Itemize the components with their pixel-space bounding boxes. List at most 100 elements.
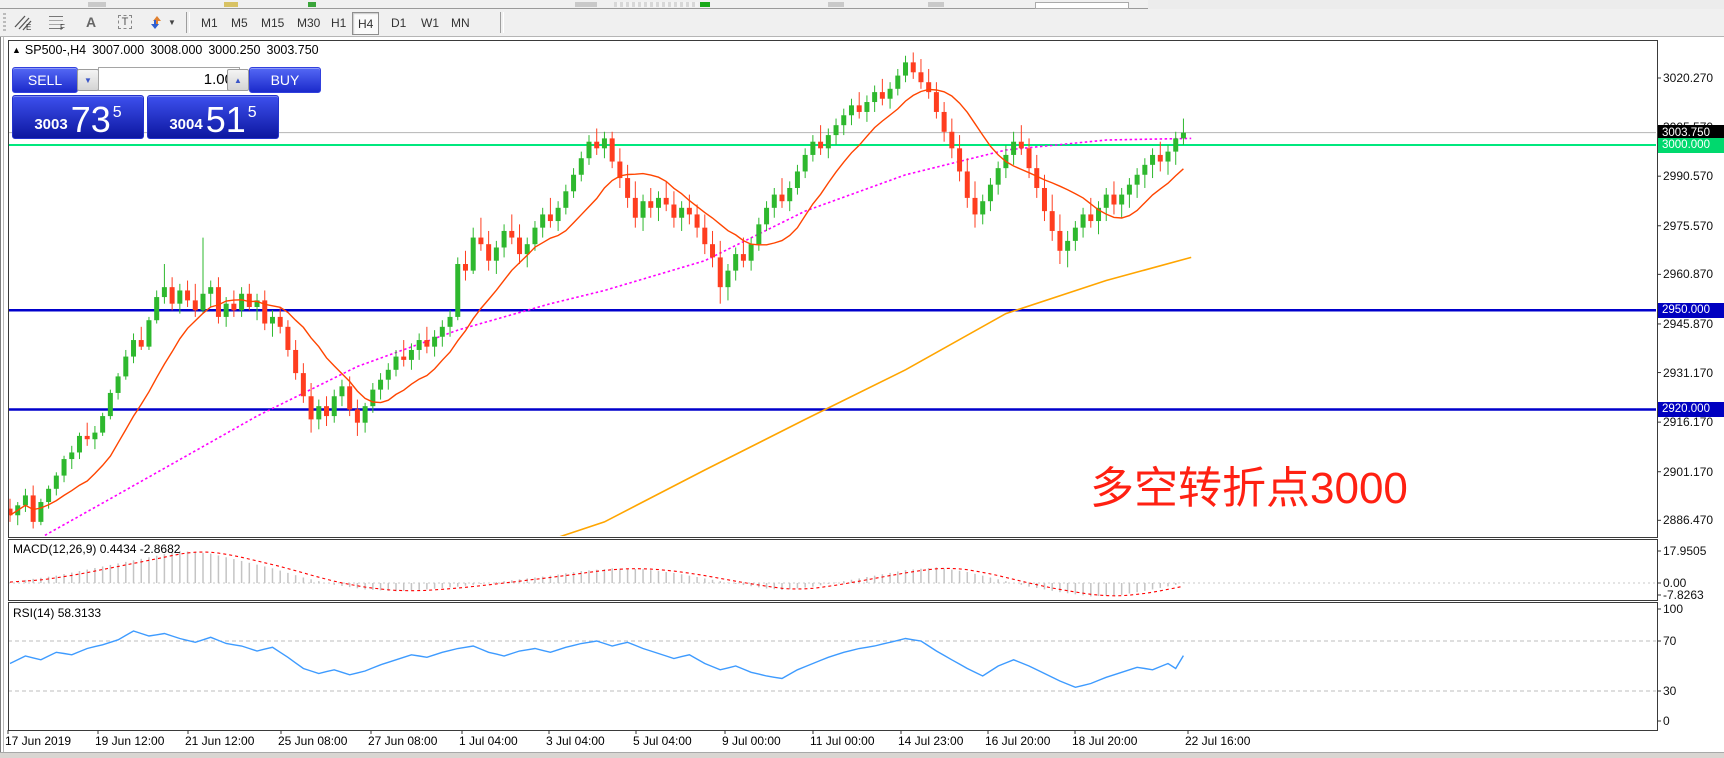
- equidistant-channel-icon[interactable]: E: [10, 11, 36, 33]
- line-studies-toolbar: E F A T ▼ M1 M5 M15 M30 H1 H4 D1 W1 MN: [0, 9, 1724, 37]
- current-price-badge: 3003.750: [1658, 125, 1724, 141]
- main-chart-layer: [9, 52, 1656, 536]
- window-edge: [0, 37, 1, 758]
- toolbar-sliver: [575, 2, 597, 7]
- buy-price-box[interactable]: 3004 51 5: [147, 95, 279, 139]
- toolbar-sliver: [224, 2, 238, 7]
- time-axis-label: 5 Jul 04:00: [633, 734, 692, 748]
- fibonacci-retracement-icon[interactable]: F: [44, 11, 70, 33]
- title-marker-icon: ▲: [12, 45, 21, 55]
- time-axis-label: 21 Jun 12:00: [185, 734, 255, 748]
- time-axis-label: 22 Jul 16:00: [1185, 734, 1251, 748]
- price-tick-label: 2945.870: [1663, 316, 1714, 331]
- time-axis-label: 3 Jul 04:00: [546, 734, 605, 748]
- timeframe-button-m1[interactable]: M1: [201, 15, 218, 30]
- buy-price-prefix: 3004: [169, 116, 203, 133]
- time-axis-label: 17 Jun 2019: [5, 734, 72, 748]
- toolbar-sliver: [828, 2, 844, 7]
- rsi-tick-label: 100: [1663, 602, 1684, 616]
- blue-level-badge: 2950.000: [1658, 302, 1724, 318]
- time-axis-label: 9 Jul 00:00: [722, 734, 781, 748]
- text-tool-icon[interactable]: A: [85, 14, 97, 30]
- time-axis-label: 11 Jul 00:00: [810, 734, 875, 748]
- buy-button[interactable]: BUY: [249, 67, 321, 93]
- time-axis-label: 25 Jun 08:00: [278, 734, 348, 748]
- rsi-tick-label: 70: [1663, 634, 1677, 648]
- timeframe-button-h4[interactable]: H4: [352, 12, 380, 35]
- time-axis-label: 18 Jul 20:00: [1072, 734, 1138, 748]
- volume-down-button[interactable]: ▼: [77, 69, 99, 91]
- price-tick-label: 2931.170: [1663, 365, 1714, 380]
- sell-price-sup: 5: [112, 104, 122, 121]
- rsi-line: [9, 630, 1185, 689]
- ohlc-low: 3000.250: [208, 43, 261, 57]
- rsi-panel: [8, 602, 1658, 731]
- time-axis-label: 27 Jun 08:00: [368, 734, 438, 748]
- toolbar-sliver: [614, 2, 698, 7]
- sell-price-box[interactable]: 3003 73 5: [12, 95, 144, 139]
- price-tick-label: 2901.170: [1663, 464, 1714, 479]
- chart-title: ▲ SP500-,H4 3007.000 3008.000 3000.250 3003.7…: [12, 43, 325, 57]
- rsi-layer: [9, 630, 1656, 692]
- rsi-label: RSI(14) 58.3133: [13, 606, 102, 620]
- volume-up-button[interactable]: ▲: [227, 69, 249, 91]
- svg-text:E: E: [26, 23, 31, 31]
- toolbar-sliver: [308, 2, 316, 7]
- buy-price-big: 51: [205, 99, 246, 141]
- clipped-toolbar-strip: [0, 0, 1148, 9]
- toolbar-grip: [3, 13, 6, 32]
- macd-tick-label: 0.00: [1663, 576, 1687, 590]
- fast-ma-line: [9, 88, 1184, 516]
- symbol-label: SP500-,H4: [24, 43, 87, 57]
- buy-price-sup: 5: [247, 104, 257, 121]
- toolbar-sliver: [1035, 2, 1129, 9]
- long-ma-line: [559, 256, 1192, 536]
- axis-ticks: [7, 77, 1661, 734]
- timeframe-button-m30[interactable]: M30: [297, 15, 321, 30]
- sell-button[interactable]: SELL: [12, 67, 78, 93]
- price-tick-label: 2916.170: [1663, 415, 1714, 430]
- arrows-tool-icon[interactable]: ▼: [146, 11, 180, 33]
- svg-text:F: F: [60, 23, 65, 31]
- timeframe-button-w1[interactable]: W1: [421, 15, 439, 30]
- ohlc-open: 3007.000: [92, 43, 145, 57]
- timeframe-button-m5[interactable]: M5: [231, 15, 248, 30]
- window-edge: [3, 37, 4, 758]
- rsi-tick-label: 0: [1663, 714, 1670, 728]
- price-tick-label: 2960.870: [1663, 267, 1714, 282]
- chart-canvas[interactable]: [0, 37, 1724, 758]
- rsi-tick-label: 30: [1663, 684, 1677, 698]
- price-tick-label: 2990.570: [1663, 169, 1714, 184]
- macd-tick-label: -7.8263: [1663, 588, 1704, 602]
- chart-window: ▲ SP500-,H4 3007.000 3008.000 3000.250 3003.7…: [0, 37, 1724, 758]
- toolbar-sliver: [88, 2, 106, 7]
- price-tick-label: 2975.570: [1663, 218, 1714, 233]
- macd-label: MACD(12,26,9) 0.4434 -2.8682: [13, 542, 181, 556]
- window-bottom-edge: [0, 752, 1724, 758]
- macd-panel: [8, 539, 1658, 601]
- time-axis-label: 19 Jun 12:00: [95, 734, 165, 748]
- blue-level-badge: 2920.000: [1658, 401, 1724, 417]
- toolbar-separator: [186, 12, 190, 33]
- ohlc-close: 3003.750: [266, 43, 319, 57]
- time-axis-label: 1 Jul 04:00: [459, 734, 518, 748]
- green-level-badge: 3000.000: [1658, 137, 1724, 153]
- time-axis-label: 16 Jul 20:00: [985, 734, 1051, 748]
- macd-tick-label: 17.9505: [1663, 544, 1707, 558]
- macd-layer: [9, 550, 1656, 597]
- main-chart-panel: [8, 40, 1658, 538]
- text-label-icon[interactable]: T: [112, 11, 138, 33]
- macd-signal-line: [9, 551, 1184, 597]
- ohlc-high: 3008.000: [150, 43, 203, 57]
- sell-price-big: 73: [70, 99, 111, 141]
- price-tick-label: 3020.270: [1663, 71, 1714, 85]
- timeframe-button-m15[interactable]: M15: [261, 15, 285, 30]
- timeframe-button-h1[interactable]: H1: [331, 15, 347, 30]
- timeframe-button-d1[interactable]: D1: [391, 15, 407, 30]
- volume-input[interactable]: [98, 67, 240, 91]
- sell-price-prefix: 3003: [34, 116, 68, 133]
- toolbar-separator: [500, 12, 504, 33]
- timeframe-button-mn[interactable]: MN: [451, 15, 470, 30]
- price-tick-label: 2886.470: [1663, 513, 1714, 528]
